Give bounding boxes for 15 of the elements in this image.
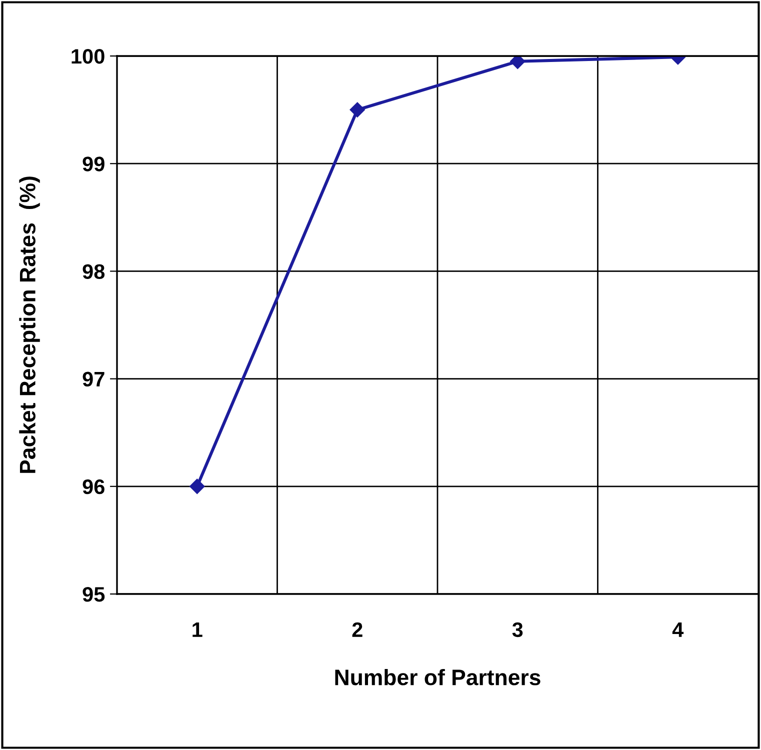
x-axis-title: Number of Partners xyxy=(335,668,540,686)
y-tick-label: 100 xyxy=(72,49,104,64)
x-tick-label: 1 xyxy=(192,622,202,637)
y-tick-label: 95 xyxy=(82,587,105,602)
point xyxy=(350,102,365,118)
y-tick-label: 98 xyxy=(82,264,105,279)
x-tick-label: 4 xyxy=(672,622,684,637)
point xyxy=(190,478,205,494)
point xyxy=(510,56,526,69)
y-axis-title: Packet Reception Rates (%) xyxy=(19,176,40,473)
x-tick-label: 3 xyxy=(512,622,523,638)
x-tick-label: 2 xyxy=(352,622,362,637)
y-tick-label: 96 xyxy=(82,479,104,494)
y-tick-label: 99 xyxy=(82,156,104,172)
y-tick-label: 97 xyxy=(82,372,104,387)
